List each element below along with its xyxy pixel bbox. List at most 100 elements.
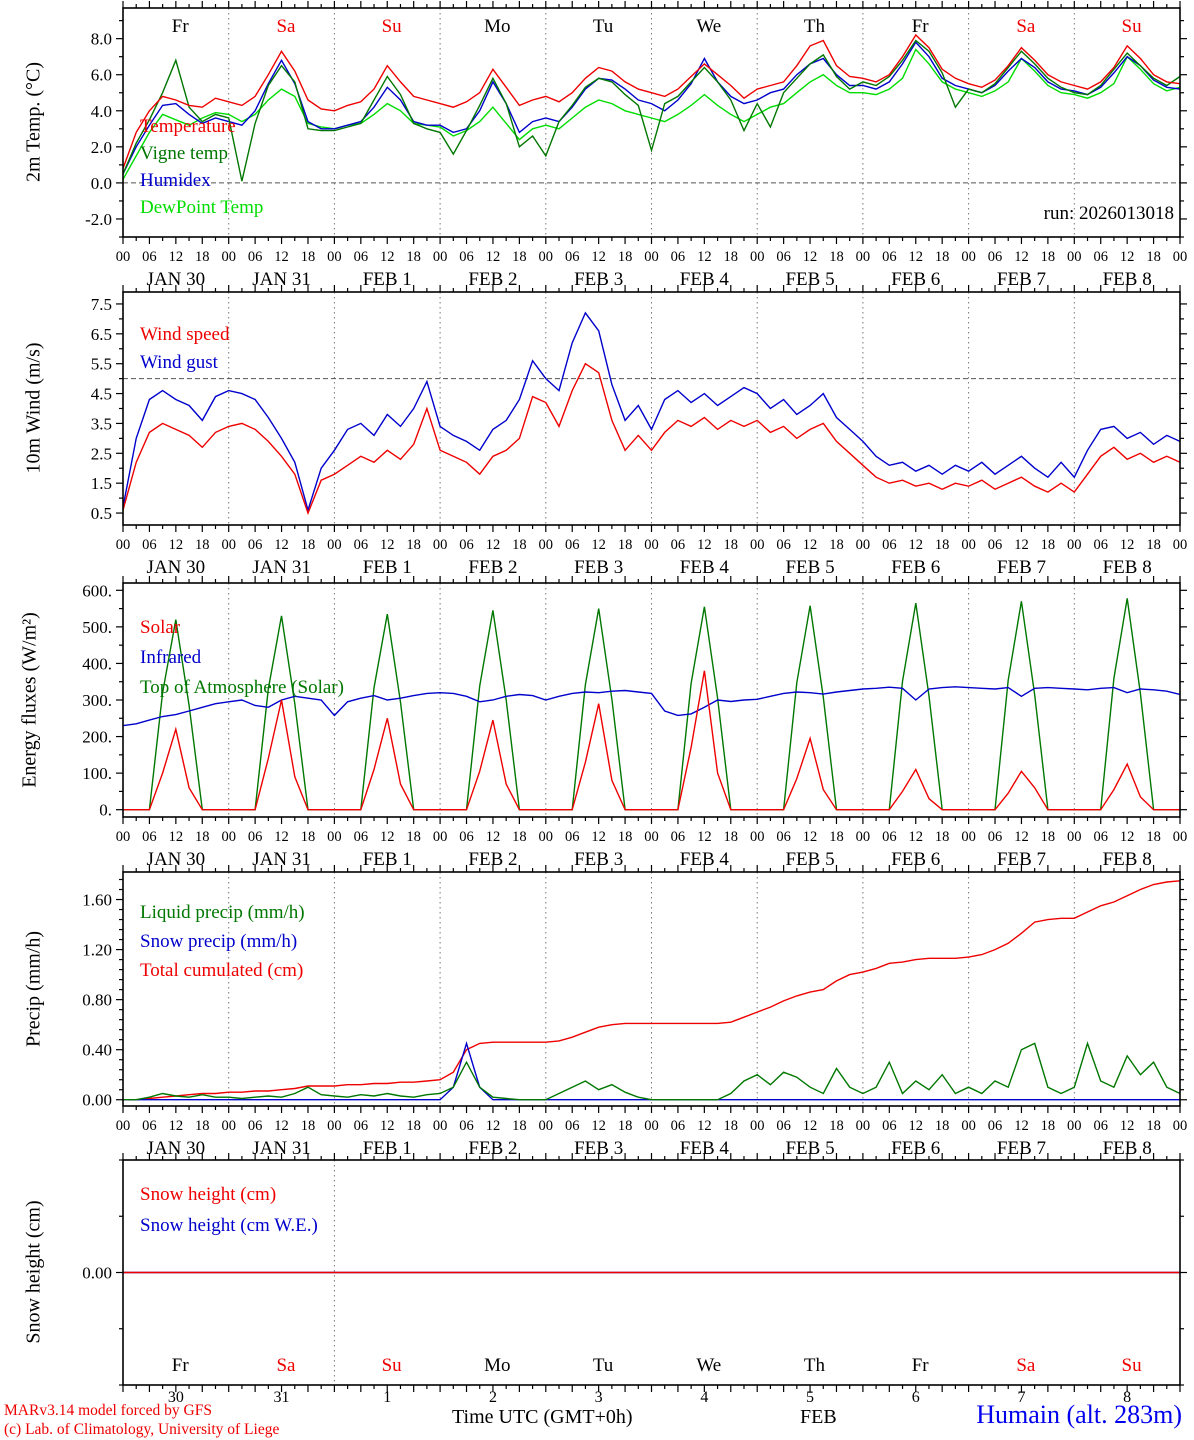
date-label: FEB 6 [891, 557, 940, 578]
x-tick-label: 06 [882, 1118, 897, 1134]
date-label: FEB 2 [468, 1138, 517, 1159]
x-tick-label: 00 [750, 537, 765, 553]
x-tick-label: 06 [1093, 537, 1108, 553]
x-tick-label: 00 [116, 1118, 131, 1134]
y-tick-label: 4.0 [91, 102, 112, 121]
x-tick-label: 06 [882, 537, 897, 553]
panel-wind: 7.56.55.54.53.52.51.50.500 06 12 18 00 06 12 18… [91, 285, 1187, 578]
x-tick-label: 18 [406, 249, 421, 265]
weekday-label: Sa [276, 1355, 296, 1376]
date-label: FEB 4 [680, 1138, 730, 1159]
series-wind-gust [123, 311, 1180, 513]
y-tick-label: 6.5 [91, 325, 112, 344]
x-tick-label: 00 [856, 249, 871, 265]
x-tick-label: 18 [1041, 1118, 1056, 1134]
y-tick-label: 6.0 [91, 66, 112, 85]
x-tick-label: 18 [512, 249, 527, 265]
x-tick-label: 12 [169, 829, 184, 845]
panel-frame [122, 7, 1181, 238]
x-tick-label: 00 [1173, 1118, 1188, 1134]
x-tick-label: 12 [1120, 829, 1135, 845]
x-tick-label: 18 [829, 537, 844, 553]
weekday-label: Th [804, 16, 826, 37]
x-tick-label: 18 [1041, 829, 1056, 845]
weekday-label: Sa [1016, 16, 1036, 37]
weekday-label: Tu [593, 1355, 614, 1376]
x-tick-label: 12 [380, 1118, 395, 1134]
series-total-cumulated-cm [123, 880, 1180, 1101]
day-number-label: 31 [274, 1389, 290, 1406]
x-tick-label: 00 [539, 249, 554, 265]
x-tick-label: 18 [618, 249, 633, 265]
x-tick-label: 12 [274, 249, 289, 265]
x-tick-label: 00 [116, 537, 131, 553]
y-tick-label: 0.0 [91, 174, 112, 193]
x-tick-label: 12 [380, 249, 395, 265]
series-infrared [123, 686, 1180, 727]
date-label: FEB 8 [1103, 1138, 1152, 1159]
weekday-label: Th [804, 1355, 826, 1376]
legend-vigne-temp: Vigne temp [140, 143, 228, 164]
weekday-label: Fr [912, 16, 930, 37]
x-tick-label: 12 [591, 1118, 606, 1134]
y-tick-label: 4.5 [91, 385, 112, 404]
x-tick-label: 06 [248, 249, 263, 265]
x-tick-label: 18 [829, 249, 844, 265]
x-tick-label: 12 [803, 1118, 818, 1134]
x-tick-label: 18 [618, 829, 633, 845]
x-tick-label: 18 [1146, 249, 1161, 265]
date-label: FEB 1 [363, 849, 412, 870]
x-tick-label: 00 [750, 829, 765, 845]
x-tick-label: 06 [248, 1118, 263, 1134]
y-tick-label: 1.5 [91, 474, 112, 493]
date-label: FEB 8 [1103, 557, 1152, 578]
x-tick-label: 00 [961, 829, 976, 845]
y-axis-label-snow-height: Snow height (cm) [22, 1200, 45, 1344]
x-tick-label: 18 [1041, 249, 1056, 265]
day-number-label: 6 [912, 1389, 920, 1406]
x-tick-label: 00 [961, 1118, 976, 1134]
x-tick-label: 12 [591, 537, 606, 553]
date-label: FEB 5 [785, 557, 834, 578]
x-tick-label: 06 [776, 829, 791, 845]
weekday-label: Su [1122, 16, 1143, 37]
y-tick-label: 400. [82, 654, 112, 673]
x-tick-label: 06 [988, 1118, 1003, 1134]
legend-humidex: Humidex [140, 170, 211, 191]
y-tick-label: 0.40 [82, 1041, 112, 1060]
x-tick-label: 06 [671, 537, 686, 553]
date-label: FEB 1 [363, 269, 412, 290]
x-tick-label: 06 [1093, 829, 1108, 845]
y-tick-label: 5.5 [91, 355, 112, 374]
time-axis-label: Time UTC (GMT+0h) [452, 1406, 633, 1428]
x-tick-label: 00 [539, 829, 554, 845]
x-tick-label: 00 [961, 249, 976, 265]
x-tick-label: 00 [1067, 249, 1082, 265]
x-tick-label: 18 [1146, 1118, 1161, 1134]
weekday-label: Su [1122, 1355, 1143, 1376]
x-tick-label: 12 [486, 249, 501, 265]
x-tick-label: 06 [882, 249, 897, 265]
date-label: JAN 30 [147, 849, 206, 870]
x-tick-label: 18 [195, 249, 210, 265]
y-axis-label-precip: Precip (mm/h) [22, 930, 45, 1048]
x-tick-label: 06 [459, 537, 474, 553]
date-label: JAN 31 [252, 269, 311, 290]
x-tick-label: 06 [776, 249, 791, 265]
x-tick-label: 12 [1014, 537, 1029, 553]
x-tick-label: 12 [591, 829, 606, 845]
date-label: FEB 4 [680, 557, 730, 578]
series-wind-speed [123, 362, 1180, 516]
series-solar [123, 670, 1180, 811]
day-number-label: 1 [383, 1389, 391, 1406]
x-tick-label: 06 [565, 537, 580, 553]
date-label: FEB 7 [997, 269, 1046, 290]
x-tick-label: 00 [961, 537, 976, 553]
x-tick-label: 18 [935, 1118, 950, 1134]
x-tick-label: 12 [486, 829, 501, 845]
y-tick-label: 0. [99, 801, 112, 820]
date-label: FEB 2 [468, 849, 517, 870]
x-tick-label: 12 [803, 537, 818, 553]
